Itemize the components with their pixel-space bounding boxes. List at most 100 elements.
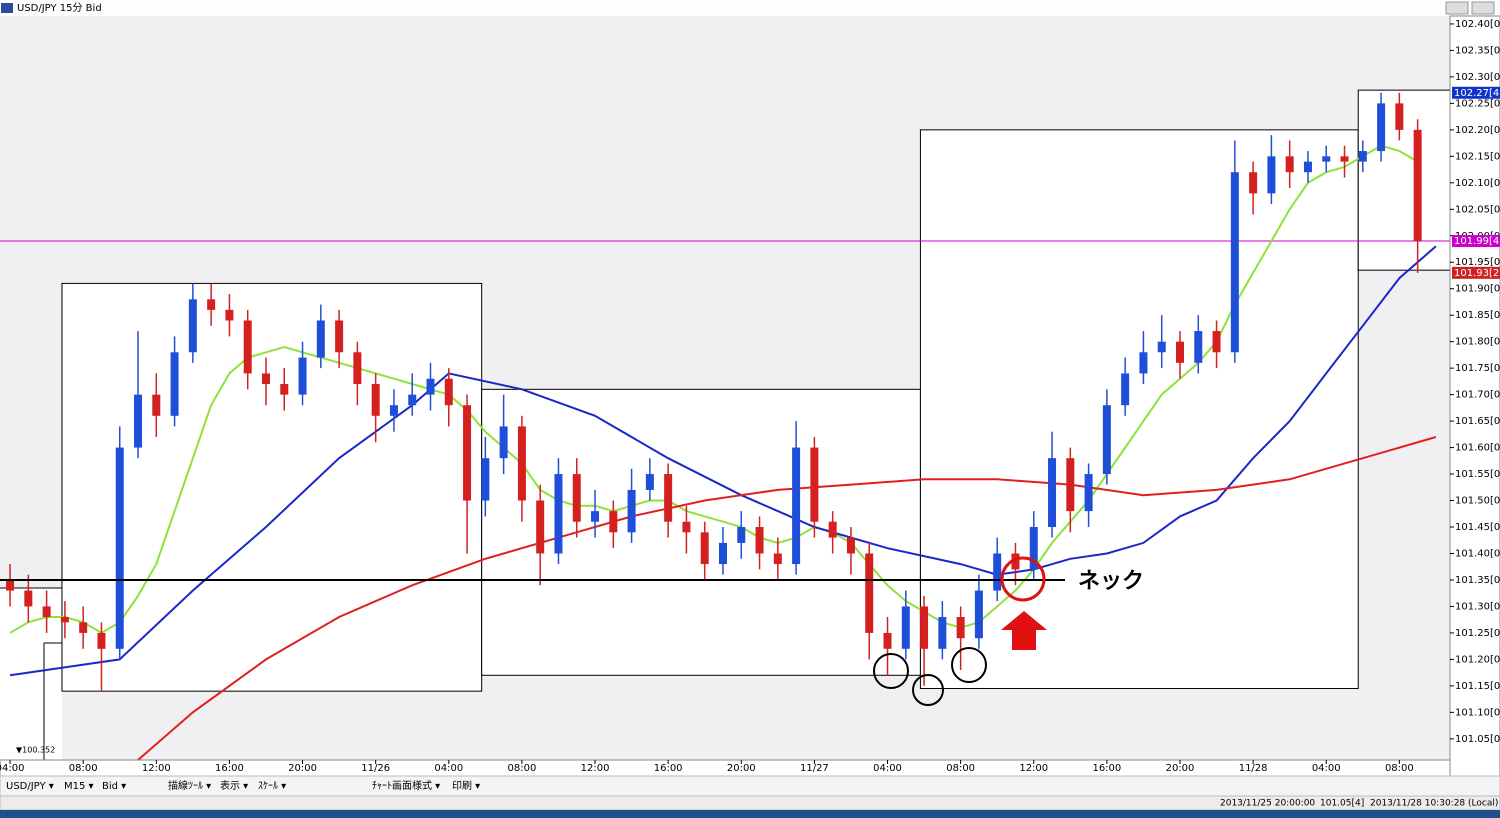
candle-body bbox=[1322, 156, 1331, 162]
candle-body bbox=[1285, 156, 1294, 173]
y-tick-label: 101.55[0] bbox=[1455, 469, 1500, 480]
candle-body bbox=[1230, 172, 1239, 353]
toolbar-button[interactable]: 表示 ▾ bbox=[220, 779, 248, 792]
x-tick-label: 08:00 bbox=[946, 763, 975, 774]
x-tick-label: 04:00 bbox=[434, 763, 463, 774]
y-tick-label: 101.30[0] bbox=[1455, 601, 1500, 612]
price-axis bbox=[1449, 15, 1500, 777]
y-tick-label: 101.15[0] bbox=[1455, 681, 1500, 692]
y-tick-label: 101.90[0] bbox=[1455, 284, 1500, 295]
candle-body bbox=[280, 384, 289, 395]
toolbar-button[interactable]: M15 ▾ bbox=[64, 781, 94, 792]
y-tick-label: 102.10[0] bbox=[1455, 178, 1500, 189]
candle-body bbox=[371, 384, 380, 416]
y-tick-label: 102.35[0] bbox=[1455, 45, 1500, 56]
candle-body bbox=[115, 447, 124, 649]
candle-body bbox=[828, 521, 837, 538]
candle-body bbox=[901, 606, 910, 649]
x-tick-label: 11/28 bbox=[1239, 763, 1268, 774]
candle-body bbox=[810, 447, 819, 522]
x-tick-label: 12:00 bbox=[581, 763, 610, 774]
candle-body bbox=[79, 622, 88, 633]
candle-body bbox=[1340, 156, 1349, 162]
candle-body bbox=[1066, 458, 1075, 512]
candle-body bbox=[499, 426, 508, 459]
status-field: 101.05[4] bbox=[1320, 799, 1364, 809]
y-tick-label: 102.05[0] bbox=[1455, 204, 1500, 215]
maximize-button[interactable] bbox=[1471, 1, 1495, 15]
x-tick-label: 20:00 bbox=[288, 763, 317, 774]
x-tick-label: 08:00 bbox=[507, 763, 536, 774]
candle-body bbox=[444, 378, 453, 406]
price-tag bbox=[1452, 86, 1500, 99]
candle-body bbox=[207, 299, 216, 310]
candle-body bbox=[1102, 405, 1111, 475]
toolbar-button[interactable]: 描線ﾂｰﾙ ▾ bbox=[168, 779, 211, 792]
minimize-button[interactable] bbox=[1445, 1, 1469, 15]
candle-body bbox=[609, 511, 618, 533]
candle-body bbox=[1212, 331, 1221, 353]
candle-body bbox=[1157, 341, 1166, 353]
y-tick-label: 101.50[0] bbox=[1455, 496, 1500, 507]
x-tick-label: 08:00 bbox=[69, 763, 98, 774]
candle-body bbox=[974, 590, 983, 639]
candle-body bbox=[737, 527, 746, 543]
toolbar-button[interactable]: USD/JPY ▾ bbox=[6, 781, 54, 792]
toolbar-button[interactable]: Bid ▾ bbox=[102, 781, 126, 792]
candle-body bbox=[1358, 151, 1367, 162]
range-box bbox=[0, 588, 62, 760]
candle-body bbox=[6, 579, 15, 591]
low-circle bbox=[951, 647, 987, 683]
candle-body bbox=[353, 352, 362, 385]
candle-body bbox=[1303, 161, 1312, 173]
x-tick-label: 04:00 bbox=[1312, 763, 1341, 774]
candle-body bbox=[463, 405, 472, 501]
candle-body bbox=[1084, 474, 1093, 512]
candle-body bbox=[536, 500, 545, 554]
range-box bbox=[61, 282, 483, 692]
breakout-circle bbox=[1000, 556, 1046, 602]
x-tick-label: 08:00 bbox=[1385, 763, 1414, 774]
candle-body bbox=[1194, 331, 1203, 363]
neck-label: ネック bbox=[1078, 569, 1144, 594]
candle-body bbox=[261, 373, 270, 385]
price-tag-label: 101.93[2 bbox=[1454, 268, 1499, 279]
candle-body bbox=[243, 320, 252, 374]
candle-body bbox=[1413, 129, 1422, 242]
app-icon bbox=[1, 3, 13, 13]
range-edge bbox=[43, 642, 62, 760]
y-tick-label: 101.95[0] bbox=[1455, 257, 1500, 268]
y-tick-label: 101.05[0] bbox=[1455, 734, 1500, 745]
price-tag-label: 101.99[4 bbox=[1454, 236, 1499, 247]
y-tick-label: 101.65[0] bbox=[1455, 416, 1500, 427]
status-field: 2013/11/28 10:30:28 (Local) bbox=[1370, 799, 1498, 809]
moving-average bbox=[9, 245, 1437, 677]
candle-body bbox=[481, 458, 490, 501]
candle-body bbox=[152, 394, 161, 416]
toolbar-button[interactable]: ﾁｬｰﾄ画面様式 ▾ bbox=[372, 779, 440, 792]
candle-body bbox=[718, 542, 727, 565]
toolbar-button[interactable]: 印刷 ▾ bbox=[452, 780, 480, 792]
candle-body bbox=[1267, 156, 1276, 194]
candle-body bbox=[170, 352, 179, 416]
y-tick-label: 101.80[0] bbox=[1455, 337, 1500, 348]
candle-body bbox=[1048, 458, 1057, 528]
x-tick-label: 16:00 bbox=[1092, 763, 1121, 774]
candle-body bbox=[920, 606, 929, 649]
y-tick-label: 102.20[0] bbox=[1455, 125, 1500, 136]
toolbar-button[interactable]: ｽｹｰﾙ ▾ bbox=[258, 780, 286, 792]
x-tick-label: 16:00 bbox=[654, 763, 683, 774]
title-bar bbox=[0, 0, 1500, 16]
candle-body bbox=[1395, 103, 1404, 130]
candle-body bbox=[335, 320, 344, 353]
y-tick-label: 101.45[0] bbox=[1455, 522, 1500, 533]
y-tick-label: 102.15[0] bbox=[1455, 151, 1500, 162]
candle-body bbox=[188, 299, 197, 353]
taskbar bbox=[0, 810, 1500, 818]
candle-body bbox=[517, 426, 526, 501]
candle-body bbox=[700, 532, 709, 565]
price-tag bbox=[1452, 266, 1500, 279]
x-tick-label: 16:00 bbox=[215, 763, 244, 774]
candle-body bbox=[1121, 373, 1130, 406]
